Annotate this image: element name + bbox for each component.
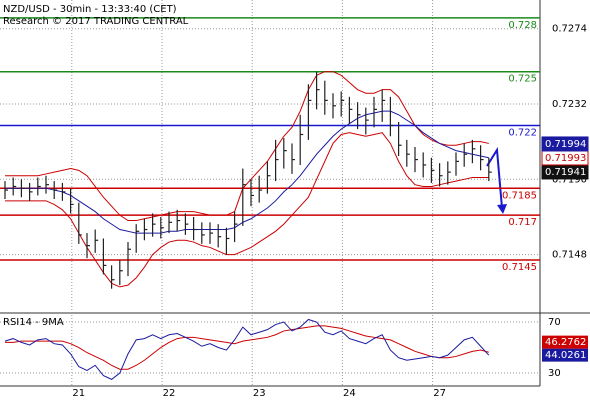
y-tick-label: 70 [548,317,561,328]
price-box [541,136,589,152]
overlay-line [5,110,489,234]
level-label: 0.7185 [502,190,537,201]
x-tick-label: 23 [253,388,266,399]
level-label: 0.722 [508,128,537,139]
level-label: 0.728 [508,20,537,31]
rsi-line [5,325,489,370]
level-label: 0.725 [508,74,537,85]
chart-title: NZD/USD - 30min - 13:33:40 (CET) [3,4,177,15]
x-tick-label: 22 [163,388,176,399]
level-label: 0.717 [508,217,537,228]
rsi-line [4,318,490,380]
value-label: 44.0261 [545,350,586,361]
level-label: 0.7145 [502,262,537,273]
price-label: 0.71994 [545,139,586,150]
y-tick-label: 30 [548,368,561,379]
y-tick-label: 0.7274 [552,24,587,35]
y-tick-label: 0.7232 [552,99,587,110]
value-box [542,335,588,349]
x-tick-label: 27 [433,388,446,399]
y-tick-label: 0.7190 [552,174,587,185]
price-label: 0.71993 [545,153,586,164]
y-tick-label: 0.7148 [552,250,587,261]
forecast-arrowhead [497,204,507,214]
overlay-line [5,132,489,288]
x-tick-label: 21 [72,388,85,399]
price-label: 0.71941 [545,167,586,178]
value-label: 46.2762 [545,337,586,348]
rsi-title: RSI14 - 9MA [3,317,64,328]
value-box [542,348,588,362]
x-tick-label: 24 [343,388,356,399]
chart-subtitle: Research © 2017 TRADING CENTRAL [3,16,189,27]
overlay-line [5,71,489,222]
